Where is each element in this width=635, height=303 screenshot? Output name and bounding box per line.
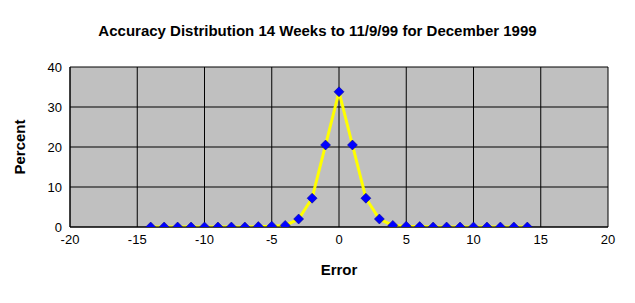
- svg-text:-5: -5: [266, 232, 278, 247]
- svg-text:10: 10: [466, 232, 480, 247]
- svg-text:-10: -10: [195, 232, 214, 247]
- svg-text:40: 40: [48, 60, 62, 75]
- svg-text:20: 20: [48, 140, 62, 155]
- svg-text:-15: -15: [128, 232, 147, 247]
- svg-text:15: 15: [534, 232, 548, 247]
- html-text:Accuracy Distribution 14 Weeks: Accuracy Distribution 14 Weeks to 11/9/9…: [98, 22, 537, 39]
- svg-text:Percent: Percent: [11, 119, 28, 174]
- svg-text:Error: Error: [321, 261, 358, 278]
- svg-text:30: 30: [48, 100, 62, 115]
- svg-text:0: 0: [335, 232, 342, 247]
- svg-text:-20: -20: [61, 232, 80, 247]
- svg-text:5: 5: [403, 232, 410, 247]
- svg-text:20: 20: [601, 232, 615, 247]
- svg-text:10: 10: [48, 180, 62, 195]
- svg-text:0: 0: [55, 220, 62, 235]
